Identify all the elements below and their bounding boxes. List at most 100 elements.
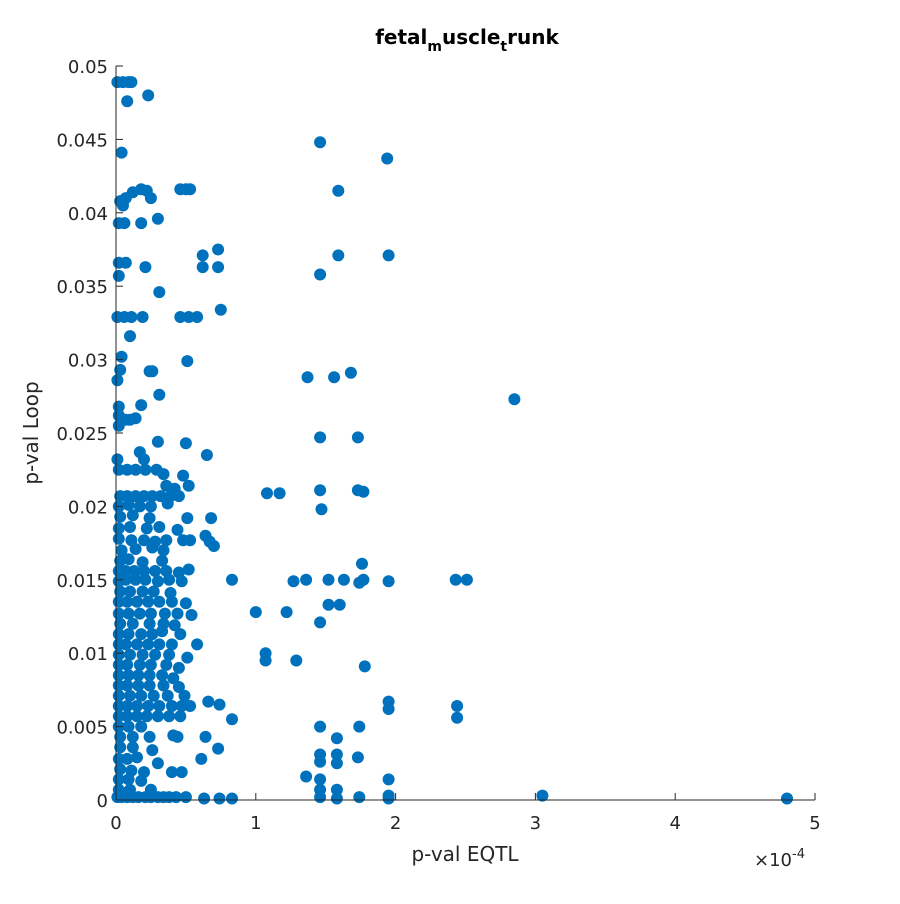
- scatter-point: [164, 587, 177, 599]
- scatter-point: [357, 485, 370, 498]
- scatter-point: [149, 565, 162, 577]
- scatter-point: [330, 748, 343, 761]
- scatter-point: [136, 311, 149, 323]
- title-part-3: t: [500, 39, 507, 55]
- scatter-point: [125, 311, 138, 323]
- scatter-point: [328, 371, 341, 384]
- scatter-point: [146, 490, 159, 503]
- scatter-point: [126, 741, 139, 754]
- scatter-point: [781, 792, 793, 805]
- scatter-point: [142, 700, 155, 712]
- scatter-point: [138, 534, 150, 547]
- scatter-point: [151, 710, 164, 723]
- scatter-point: [128, 565, 141, 577]
- chart-title: fetalmuscletrunk: [375, 25, 559, 55]
- scatter-point: [353, 791, 366, 804]
- scatter-point: [179, 437, 192, 450]
- scatter-point: [131, 751, 143, 764]
- scatter-point: [301, 371, 314, 384]
- scatter-point: [191, 311, 204, 323]
- scatter-point: [179, 791, 192, 804]
- scatter-point: [182, 311, 195, 323]
- scatter-point: [135, 628, 148, 641]
- scatter-point: [151, 757, 164, 770]
- scatter-point: [153, 638, 166, 651]
- scatter-point: [124, 648, 136, 661]
- scatter-point: [153, 521, 166, 533]
- scatter-point: [356, 557, 368, 570]
- scatter-point: [121, 95, 134, 108]
- scatter-point: [149, 648, 162, 661]
- scatter-point: [171, 607, 184, 620]
- scatter-point: [146, 541, 159, 554]
- scatter-point: [151, 575, 164, 588]
- scatter-point: [196, 261, 209, 274]
- x-tick-label: 5: [809, 813, 820, 834]
- y-ticks: 0 0.005 0.01 0.015 0.02 0.025 0.03 0.035 0.04 0.0…: [56, 57, 123, 812]
- scatter-point: [147, 689, 160, 702]
- scatter-point: [351, 431, 364, 444]
- scatter-point: [171, 730, 184, 743]
- scatter-point: [314, 268, 327, 281]
- scatter-point: [158, 607, 171, 620]
- scatter-point: [122, 498, 135, 511]
- scatter-point: [344, 366, 357, 379]
- scatter-point: [136, 556, 149, 569]
- scatter-point: [140, 710, 153, 723]
- y-axis-label: p-val Loop: [19, 381, 43, 484]
- scatter-point: [181, 651, 194, 664]
- scatter-point: [172, 681, 185, 693]
- scatter-point: [226, 792, 238, 805]
- scatter-point: [135, 399, 148, 412]
- title-part-1: m: [427, 39, 442, 55]
- scatter-point: [195, 752, 208, 765]
- scatter-point: [114, 763, 127, 776]
- scatter-point: [382, 773, 395, 786]
- scatter-point: [181, 512, 194, 525]
- scatter-point: [280, 606, 293, 619]
- scatter-point: [140, 522, 153, 535]
- scatter-point: [131, 700, 143, 712]
- scatter-point: [290, 654, 303, 667]
- scatter-point: [124, 689, 136, 702]
- scatter-point: [167, 672, 180, 685]
- scatter-point: [333, 598, 346, 611]
- scatter-point: [205, 512, 218, 525]
- scatter-point: [214, 303, 227, 316]
- scatter-point: [226, 713, 238, 726]
- scatter-point: [153, 700, 166, 712]
- scatter-point: [357, 573, 370, 586]
- scatter-point: [207, 540, 220, 552]
- x-tick-label: 1: [250, 813, 261, 834]
- scatter-point: [330, 792, 343, 805]
- x-tick-label: 3: [530, 813, 541, 834]
- scatter-point: [138, 490, 150, 503]
- scatter-point: [112, 532, 125, 545]
- scatter-point: [508, 393, 521, 406]
- scatter-point: [172, 490, 185, 503]
- scatter-point: [182, 479, 195, 492]
- scatter-point: [136, 648, 149, 661]
- scatter-point: [135, 720, 148, 733]
- scatter-point: [249, 606, 262, 619]
- scatter-point: [139, 573, 152, 586]
- scatter-point: [322, 598, 335, 611]
- x-axis-label: p-val EQTL: [411, 842, 519, 866]
- x-ticks: 0 1 2 3 4 5: [110, 793, 821, 834]
- scatter-point: [314, 431, 327, 444]
- scatter-point: [261, 487, 273, 500]
- scatter-point: [133, 658, 146, 671]
- scatter-point: [129, 490, 142, 503]
- scatter-point: [287, 575, 300, 588]
- scatter-point: [322, 573, 335, 586]
- scatter-point: [143, 679, 156, 692]
- scatter-point: [314, 773, 327, 786]
- x-axis-exponent: ×10-4: [754, 847, 805, 871]
- scatter-point: [114, 741, 127, 754]
- scatter-point: [212, 261, 225, 274]
- scatter-point: [146, 744, 159, 757]
- scatter-point: [129, 412, 142, 425]
- scatter-point: [330, 732, 343, 745]
